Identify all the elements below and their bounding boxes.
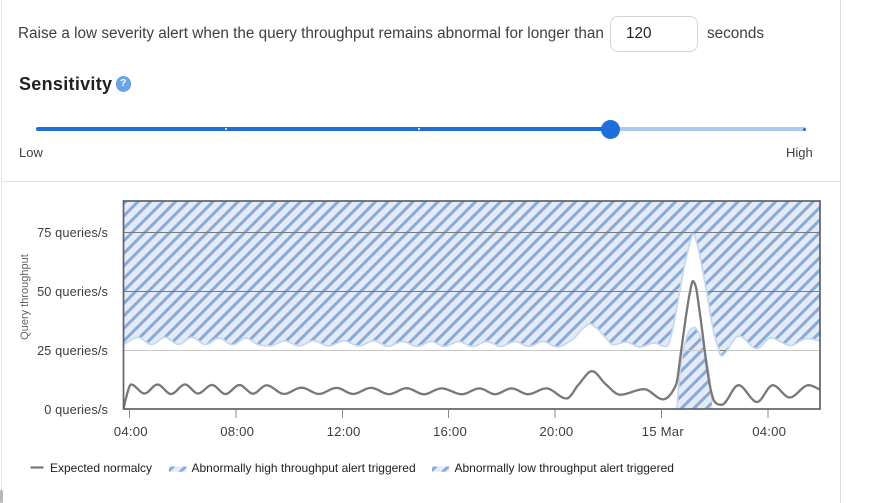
- svg-text:50 queries/s: 50 queries/s: [37, 284, 108, 299]
- svg-text:0 queries/s: 0 queries/s: [44, 402, 108, 417]
- svg-text:15 Mar: 15 Mar: [642, 424, 685, 439]
- svg-text:04:00: 04:00: [752, 424, 786, 439]
- svg-text:Query throughput: Query throughput: [19, 254, 31, 340]
- svg-text:16:00: 16:00: [433, 424, 467, 439]
- svg-text:12:00: 12:00: [327, 424, 361, 439]
- svg-text:Abnormally low throughput aler: Abnormally low throughput alert triggere…: [455, 461, 674, 475]
- svg-text:75 queries/s: 75 queries/s: [37, 225, 108, 240]
- svg-text:04:00: 04:00: [114, 424, 148, 439]
- svg-text:08:00: 08:00: [220, 424, 254, 439]
- svg-text:Expected normalcy: Expected normalcy: [50, 461, 152, 475]
- svg-text:Abnormally high throughput ale: Abnormally high throughput alert trigger…: [192, 461, 416, 475]
- svg-text:20:00: 20:00: [539, 424, 573, 439]
- svg-text:25 queries/s: 25 queries/s: [37, 343, 108, 358]
